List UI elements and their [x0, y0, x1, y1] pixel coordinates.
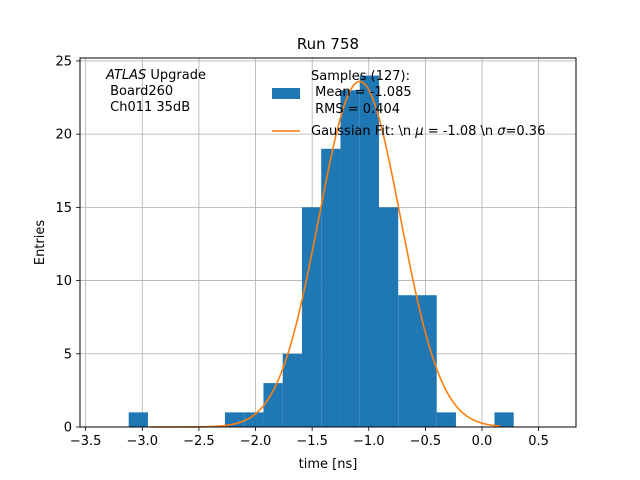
histogram-bars	[128, 75, 514, 428]
y-axis-label: Entries	[33, 220, 48, 266]
x-tick-label: −1.5	[296, 434, 328, 449]
x-tick-label: −3.0	[126, 434, 158, 449]
histogram-bar	[282, 353, 302, 427]
legend-fit-label: Gaussian Fit: \n μ = -1.08 \n σ=0.36	[311, 124, 545, 139]
legend-samples-line-2: Mean = -1.085	[311, 85, 412, 100]
legend-fit-sigma-value: =0.36	[506, 124, 546, 139]
legend-fit-mu-value: = -1.08 \n	[424, 124, 498, 139]
x-tick-label: −2.5	[183, 434, 215, 449]
x-tick-label: 0.0	[472, 434, 493, 449]
axis-ticks: −3.5 −3.0 −2.5 −2.0 −1.5 −1.0 −0.5 0.0 0.5 0 5 10 15…	[55, 54, 549, 449]
legend-fit-prefix: Gaussian Fit: \n	[311, 124, 415, 139]
annotation-upgrade: Upgrade	[146, 68, 206, 83]
legend: Samples (127): Mean = -1.085 RMS = 0.404…	[272, 69, 545, 139]
y-tick-label: 5	[64, 347, 72, 362]
atlas-annotation: ATLAS Upgrade Board260 Ch011 35dB	[105, 68, 206, 115]
y-tick-label: 10	[55, 274, 72, 289]
legend-samples-line-3: RMS = 0.404	[311, 102, 400, 117]
histogram-bar	[359, 75, 379, 428]
y-tick-label: 20	[55, 128, 72, 143]
annotation-line-1: ATLAS Upgrade	[105, 68, 206, 83]
x-tick-label: −3.5	[70, 434, 102, 449]
y-tick-label: 25	[55, 54, 72, 69]
x-axis-label: time [ns]	[299, 457, 358, 472]
x-tick-label: 0.5	[528, 434, 549, 449]
histogram-bar	[378, 207, 399, 427]
histogram-bar	[417, 295, 437, 427]
legend-fit-mu: μ	[414, 124, 423, 139]
histogram-bar	[263, 383, 283, 427]
annotation-atlas: ATLAS	[105, 68, 146, 83]
x-tick-label: −0.5	[410, 434, 442, 449]
y-tick-label: 0	[64, 421, 72, 436]
legend-samples-line-1: Samples (127):	[311, 69, 410, 84]
annotation-line-3: Ch011 35dB	[106, 100, 190, 115]
histogram-bar	[321, 148, 341, 428]
histogram-bar	[128, 412, 148, 427]
histogram-bar	[301, 207, 322, 427]
x-tick-label: −1.0	[353, 434, 385, 449]
chart-title: Run 758	[297, 35, 359, 53]
y-tick-label: 15	[55, 201, 72, 216]
histogram-bar	[398, 295, 418, 427]
legend-fit-sigma: σ	[497, 124, 506, 139]
histogram-bar	[244, 412, 264, 427]
annotation-line-2: Board260	[106, 84, 173, 99]
histogram-bar	[340, 90, 360, 427]
histogram-bar	[436, 412, 456, 427]
legend-samples-swatch	[272, 88, 300, 99]
plot-frame	[79, 57, 577, 428]
x-tick-label: −2.0	[240, 434, 272, 449]
histogram-bar	[494, 412, 514, 427]
